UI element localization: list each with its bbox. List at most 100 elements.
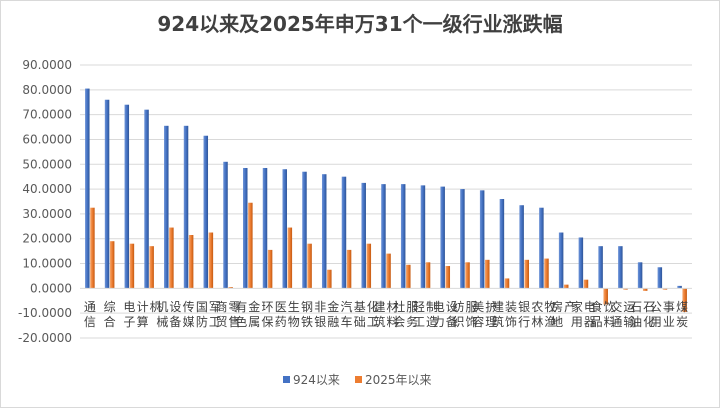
category-label: 机械设备: [156, 300, 181, 329]
bar-since-924-26: [598, 246, 603, 289]
chart-title: 924以来及2025年申万31个一级行业涨跌幅: [157, 12, 563, 36]
y-tick-label: 70.0000: [22, 108, 72, 122]
category-label: 医药生物: [275, 300, 300, 329]
y-tick-label: 80.0000: [22, 83, 72, 97]
bar-since-2025-26: [603, 288, 608, 305]
bar-since-924-24: [558, 232, 564, 289]
bar-since-924-20: [479, 190, 485, 289]
bar-since-924-6: [203, 135, 209, 289]
bar-since-2025-16: [406, 264, 411, 289]
category-label: 交通运输: [610, 299, 635, 329]
category-label: 家用电器: [571, 299, 596, 329]
y-tick-label: 50.0000: [22, 157, 72, 171]
bar-since-924-25: [578, 237, 584, 289]
category-label: 公用事业: [650, 300, 675, 329]
y-tick-label: 90.0000: [22, 58, 72, 72]
category-label: 综合: [104, 300, 116, 329]
bar-since-2025-20: [485, 259, 490, 289]
bar-since-924-7: [223, 161, 228, 289]
y-tick-label: 60.0000: [22, 132, 72, 146]
bar-since-2025-23: [544, 258, 549, 289]
legend-label: 2025年以来: [365, 373, 432, 387]
bar-since-2025-12: [327, 269, 332, 289]
category-label: 传媒: [183, 299, 195, 329]
y-tick-label: -20.0000: [18, 331, 72, 345]
category-label: 基础化工: [354, 300, 379, 329]
bar-since-2025-11: [307, 243, 312, 289]
category-label: 环保: [262, 300, 274, 329]
bar-since-924-5: [183, 125, 189, 289]
bar-since-924-18: [440, 186, 445, 289]
bar-since-2025-22: [524, 259, 529, 289]
bar-since-924-16: [400, 184, 406, 289]
bar-since-924-19: [460, 189, 465, 289]
bar-since-924-30: [677, 285, 682, 289]
legend-swatch: [283, 376, 290, 383]
category-label: 建筑装饰: [492, 300, 517, 329]
y-tick-label: 30.0000: [22, 207, 72, 221]
bar-since-2025-21: [504, 278, 510, 289]
bar-since-2025-30: [682, 288, 687, 312]
bar-since-924-17: [420, 185, 426, 289]
bar-since-924-28: [637, 262, 643, 289]
category-label: 非银金融: [314, 299, 339, 329]
bar-since-2025-25: [583, 279, 589, 289]
category-label: 煤炭: [676, 300, 688, 329]
category-label: 食品饮料: [591, 299, 616, 329]
bar-since-924-0: [85, 88, 90, 289]
category-label: 商贸零售: [216, 299, 241, 329]
bar-since-2025-27: [623, 288, 628, 290]
bar-since-924-14: [361, 182, 366, 289]
bar-since-2025-19: [465, 262, 470, 289]
category-label: 有色金属: [235, 299, 260, 329]
category-label: 美容护理: [472, 300, 497, 329]
bar-since-2025-2: [129, 243, 135, 289]
y-tick-label: 20.0000: [22, 232, 72, 246]
bar-since-2025-0: [90, 207, 95, 289]
y-tick-label: -10.0000: [18, 306, 72, 320]
bar-since-2025-28: [642, 288, 648, 291]
category-label: 汽车: [341, 299, 353, 329]
legend-label: 924以来: [293, 373, 340, 387]
category-label: 钢铁: [301, 300, 313, 329]
bar-since-2025-8: [248, 202, 253, 289]
bar-since-2025-4: [169, 227, 174, 289]
bar-since-924-13: [341, 176, 347, 289]
bar-since-2025-29: [662, 288, 668, 290]
bar-since-924-1: [104, 99, 110, 289]
bar-since-2025-15: [386, 253, 391, 289]
bar-since-924-22: [519, 205, 524, 289]
bar-since-2025-13: [346, 249, 352, 289]
bar-since-2025-7: [228, 287, 233, 289]
category-label: 房地产: [551, 299, 576, 329]
bar-since-924-12: [321, 174, 327, 289]
category-label: 轻工制造: [413, 300, 438, 329]
category-label: 农林牧渔: [531, 300, 556, 329]
bar-since-2025-17: [425, 262, 431, 289]
bar-since-924-23: [539, 207, 544, 289]
category-label: 通信: [84, 300, 96, 329]
category-labels: 通信综合电子计算机机械设备传媒国防军工商贸零售有色金属环保医药生物钢铁非银金融汽…: [84, 299, 688, 329]
category-label: 国防军工: [196, 300, 221, 329]
bar-since-2025-10: [287, 227, 293, 289]
bar-since-924-8: [243, 167, 248, 289]
bar-since-2025-9: [267, 249, 273, 289]
bar-since-2025-3: [149, 246, 154, 289]
bar-since-924-11: [302, 171, 307, 289]
category-label: 银行: [518, 300, 530, 329]
y-tick-label: 40.0000: [22, 182, 72, 196]
legend: 924以来 2025年以来: [283, 373, 432, 387]
bar-since-2025-14: [366, 243, 372, 289]
bar-since-924-21: [499, 199, 505, 289]
bar-since-924-2: [124, 104, 130, 289]
bar-since-924-27: [618, 246, 623, 289]
y-tick-label: 10.0000: [22, 257, 72, 271]
category-label: 纺织服饰: [452, 300, 477, 329]
category-label: 电力设备: [433, 300, 458, 329]
bar-since-924-4: [164, 125, 169, 289]
bar-since-2025-6: [208, 232, 214, 289]
y-axis-ticks: 90.0000 80.0000 70.0000 60.0000 50.0000 40.00…: [18, 58, 72, 345]
bar-since-924-29: [657, 267, 663, 289]
